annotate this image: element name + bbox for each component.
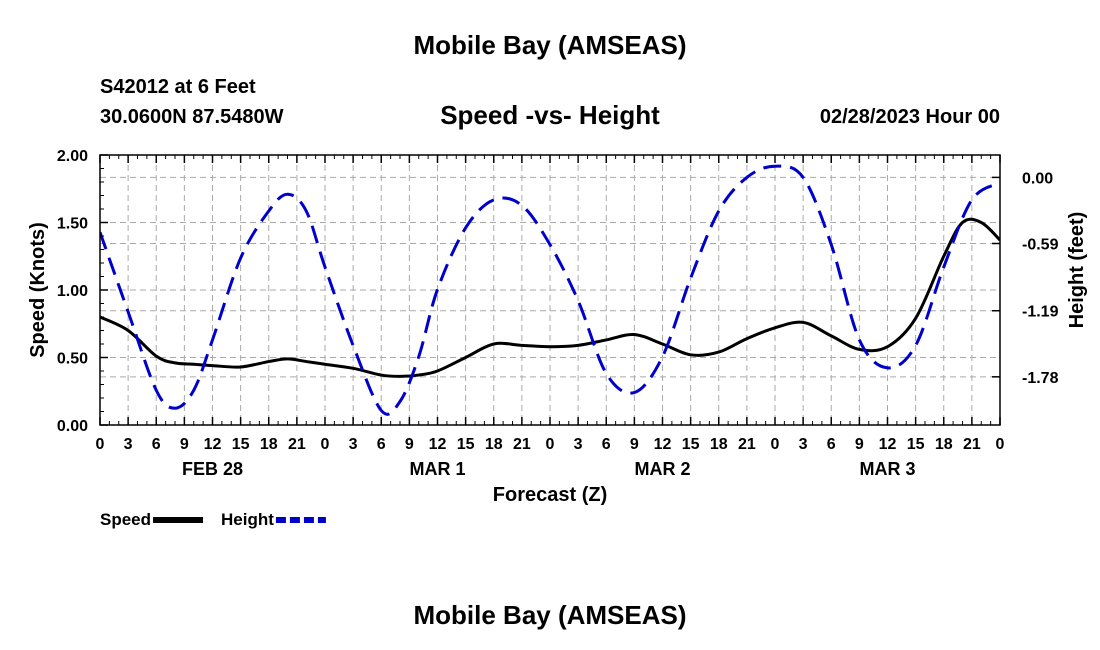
date-label: MAR 1 — [409, 459, 465, 479]
y-tick-label: 1.50 — [57, 216, 88, 233]
x-tick-label: 9 — [180, 436, 189, 453]
x-tick-label: 18 — [260, 436, 278, 453]
x-tick-label: 21 — [738, 436, 756, 453]
x-tick-label: 6 — [377, 436, 386, 453]
x-tick-label: 3 — [799, 436, 808, 453]
x-tick-label: 12 — [654, 436, 672, 453]
x-tick-label: 18 — [710, 436, 728, 453]
series-line-height — [100, 164, 1000, 416]
y-axis-right: 0.00 -0.59 -1.19 -1.78 — [992, 170, 1059, 387]
y-axis-left: 0.00 0.50 1.00 1.50 2.00 — [57, 148, 108, 435]
x-tick-label: 12 — [429, 436, 447, 453]
y2-tick-label: -1.19 — [1022, 304, 1059, 321]
y2-tick-label: -0.59 — [1022, 237, 1059, 254]
y-axis-label: Speed (Knots) — [27, 222, 49, 358]
y-tick-label: 1.00 — [57, 283, 88, 300]
series-line-speed — [100, 217, 1000, 378]
x-tick-label: 0 — [96, 436, 105, 453]
legend-label: Speed — [100, 510, 151, 529]
x-axis-label: Forecast (Z) — [493, 484, 607, 506]
y2-tick-label: 0.00 — [1022, 170, 1053, 187]
x-axis: 0 3 6 9 12 15 18 21 0 3 6 9 12 15 18 21 0 3 6 9 12 15 18 21 0 3 6 9… — [96, 155, 1005, 479]
date-label: MAR 3 — [859, 459, 915, 479]
x-tick-label: 6 — [152, 436, 161, 453]
x-tick-label: 3 — [124, 436, 133, 453]
footer-title: Mobile Bay (AMSEAS) — [413, 600, 687, 630]
chart-title: Mobile Bay (AMSEAS) — [413, 30, 687, 60]
x-tick-label: 3 — [349, 436, 358, 453]
x-tick-label: 21 — [288, 436, 306, 453]
x-tick-label: 0 — [996, 436, 1005, 453]
x-tick-label: 21 — [513, 436, 531, 453]
x-tick-label: 0 — [771, 436, 780, 453]
date-label: MAR 2 — [634, 459, 690, 479]
y-tick-label: 0.00 — [57, 418, 88, 435]
x-tick-label: 6 — [602, 436, 611, 453]
x-tick-label: 18 — [935, 436, 953, 453]
chart-subtitle: Speed -vs- Height — [440, 100, 660, 130]
x-tick-label: 15 — [907, 436, 925, 453]
x-tick-label: 9 — [630, 436, 639, 453]
x-tick-label: 15 — [232, 436, 250, 453]
x-tick-label: 3 — [574, 436, 583, 453]
y2-tick-label: -1.78 — [1022, 370, 1059, 387]
legend-label: Height — [221, 510, 274, 529]
x-tick-label: 6 — [827, 436, 836, 453]
x-tick-label: 12 — [204, 436, 222, 453]
coordinates-label: 30.0600N 87.5480W — [100, 106, 284, 128]
x-tick-label: 12 — [879, 436, 897, 453]
series-layer — [100, 164, 1000, 416]
station-label: S42012 at 6 Feet — [100, 76, 256, 98]
x-tick-label: 9 — [405, 436, 414, 453]
forecast-date: 02/28/2023 Hour 00 — [819, 106, 1000, 128]
y-tick-label: 0.50 — [57, 351, 88, 368]
date-label: FEB 28 — [182, 459, 243, 479]
legend: Speed Height — [100, 510, 326, 529]
x-tick-label: 0 — [321, 436, 330, 453]
y-tick-label: 2.00 — [57, 148, 88, 165]
x-tick-label: 9 — [855, 436, 864, 453]
x-tick-label: 15 — [682, 436, 700, 453]
x-tick-label: 0 — [546, 436, 555, 453]
grid — [99, 154, 1001, 426]
y2-axis-label: Height (feet) — [1066, 212, 1088, 329]
x-tick-label: 18 — [485, 436, 503, 453]
x-tick-label: 21 — [963, 436, 981, 453]
x-tick-label: 15 — [457, 436, 475, 453]
